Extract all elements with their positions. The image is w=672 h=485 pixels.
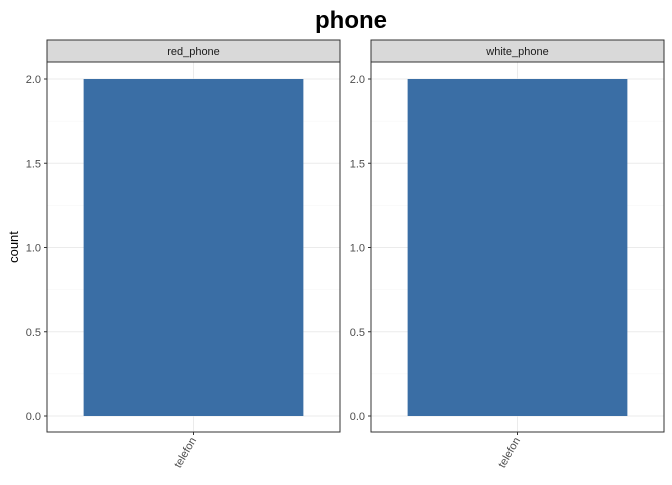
- y-tick-label: 0.5: [350, 327, 365, 339]
- y-tick-label: 0.0: [350, 411, 365, 423]
- facet-strip-label-0: red_phone: [167, 46, 220, 58]
- y-tick-label: 1.5: [350, 158, 365, 170]
- facet-strip-label-1: white_phone: [485, 46, 548, 58]
- y-tick-label: 0.5: [26, 327, 41, 339]
- bar-white_phone-telefon: [407, 79, 628, 416]
- y-tick-label: 1.0: [350, 243, 365, 255]
- x-tick-label: telefon: [496, 436, 523, 471]
- y-axis-title: count: [6, 231, 21, 263]
- bar-red_phone-telefon: [83, 79, 304, 416]
- y-tick-label: 0.0: [26, 411, 41, 423]
- chart-title: phone: [315, 7, 387, 34]
- y-tick-label: 2.0: [26, 74, 41, 86]
- y-tick-label: 2.0: [350, 74, 365, 86]
- x-tick-label: telefon: [172, 436, 199, 471]
- facet-panels: red_phonetelefon0.00.51.01.52.0white_pho…: [26, 39, 665, 471]
- y-tick-label: 1.5: [26, 158, 41, 170]
- y-tick-label: 1.0: [26, 243, 41, 255]
